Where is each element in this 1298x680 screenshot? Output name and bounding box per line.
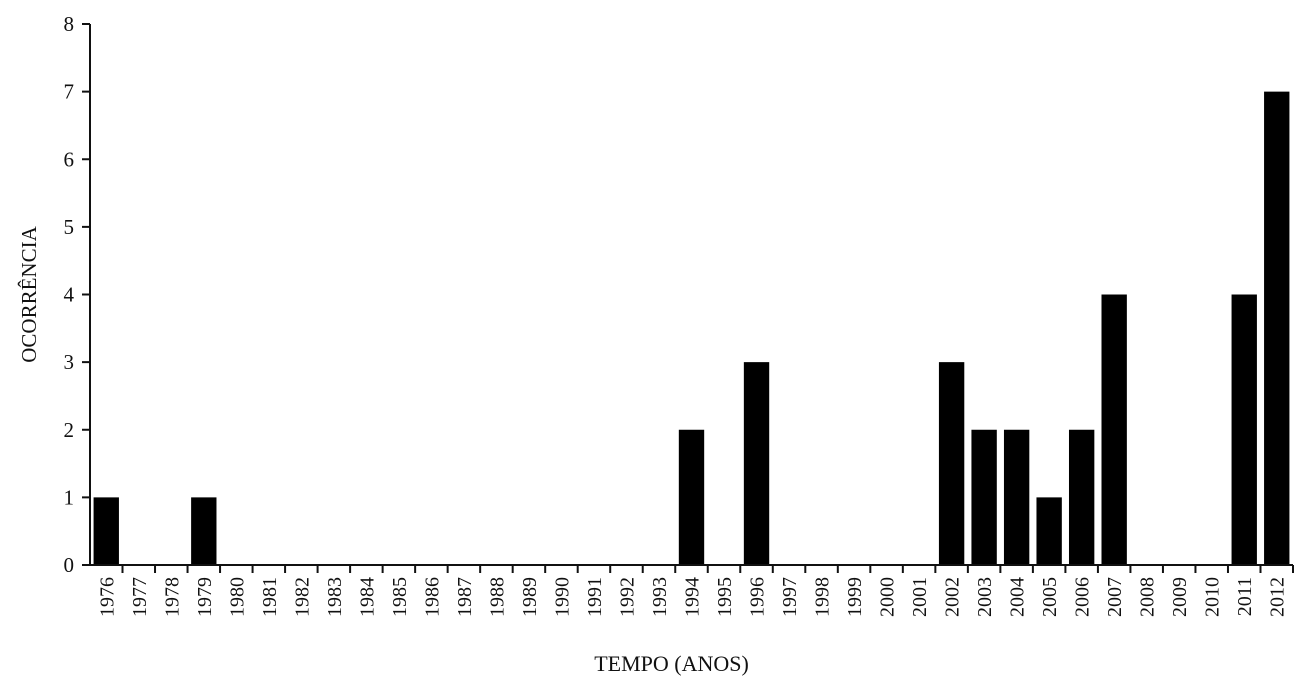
x-tick-label-1996: 1996 [747, 577, 769, 617]
y-ticks-group: 0 1 2 3 4 5 6 7 8 [64, 12, 90, 577]
y-tick-label: 6 [64, 147, 75, 171]
x-tick-label-2002: 2002 [942, 577, 964, 617]
x-tick-label-1978: 1978 [161, 577, 183, 617]
x-tick-label-1990: 1990 [551, 577, 573, 617]
x-tick-label-1984: 1984 [356, 577, 378, 617]
x-tick-label-1982: 1982 [291, 577, 313, 617]
x-tick-label-1981: 1981 [259, 577, 281, 617]
x-tick-label-1997: 1997 [779, 577, 801, 617]
bar-2011 [1231, 294, 1257, 565]
x-tick-label-1999: 1999 [844, 577, 866, 617]
x-tick-label-1983: 1983 [324, 577, 346, 617]
bar-2003 [971, 429, 997, 565]
bar-2012 [1264, 91, 1290, 565]
x-tick-label-2008: 2008 [1137, 577, 1159, 617]
x-tick-label-1992: 1992 [616, 577, 638, 617]
x-tick-label-1986: 1986 [421, 577, 443, 617]
y-tick-label: 5 [64, 215, 75, 239]
bar-2005 [1036, 497, 1062, 565]
x-tick-label-1991: 1991 [584, 577, 606, 617]
x-tick-label-1998: 1998 [812, 577, 834, 617]
bar-1994 [678, 429, 705, 565]
y-axis-label: OCORRÊNCIA [17, 225, 41, 362]
x-tick-label-1989: 1989 [519, 577, 541, 617]
x-tick-label-1976: 1976 [96, 577, 118, 617]
bar-1979 [191, 497, 217, 565]
x-tick-label-2000: 2000 [877, 577, 899, 617]
x-tick-label-2006: 2006 [1072, 577, 1094, 617]
x-tick-label-2010: 2010 [1202, 577, 1224, 617]
y-tick-label: 7 [64, 80, 75, 104]
x-tick-label-1993: 1993 [649, 577, 671, 617]
y-tick-label: 8 [64, 12, 75, 36]
bar-2006 [1068, 429, 1095, 565]
bar-2004 [1003, 429, 1030, 565]
x-tick-label-1995: 1995 [714, 577, 736, 617]
bars-group [93, 91, 1290, 565]
x-tick-label-2004: 2004 [1007, 577, 1029, 617]
x-tick-label-2009: 2009 [1169, 577, 1191, 617]
x-tick-label-1977: 1977 [129, 577, 151, 617]
y-tick-label: 0 [64, 553, 75, 577]
bar-1996 [743, 362, 770, 565]
x-tick-label-1979: 1979 [194, 577, 216, 617]
x-tick-label-2007: 2007 [1104, 577, 1126, 617]
x-ticks-group: 1976 1977 1978 1979 1980 1981 1982 1983 1984 1985… [96, 565, 1294, 617]
y-tick-label: 4 [64, 283, 75, 307]
x-tick-label-1994: 1994 [682, 577, 704, 617]
x-axis-label: TEMPO (ANOS) [594, 651, 749, 676]
bar-1976 [93, 497, 119, 565]
x-tick-label-2012: 2012 [1267, 577, 1289, 617]
x-tick-label-2005: 2005 [1039, 577, 1061, 617]
x-tick-label-2003: 2003 [974, 577, 996, 617]
y-tick-label: 3 [64, 350, 75, 374]
x-tick-label-1987: 1987 [454, 577, 476, 617]
y-tick-label: 1 [64, 485, 75, 509]
x-tick-label-1988: 1988 [486, 577, 508, 617]
y-tick-label: 2 [64, 418, 75, 442]
bar-2007 [1101, 294, 1127, 565]
bar-2002 [938, 362, 965, 565]
x-tick-label-2001: 2001 [909, 577, 931, 617]
x-tick-label-2011: 2011 [1234, 577, 1256, 616]
x-tick-label-1985: 1985 [389, 577, 411, 617]
x-tick-label-1980: 1980 [226, 577, 248, 617]
